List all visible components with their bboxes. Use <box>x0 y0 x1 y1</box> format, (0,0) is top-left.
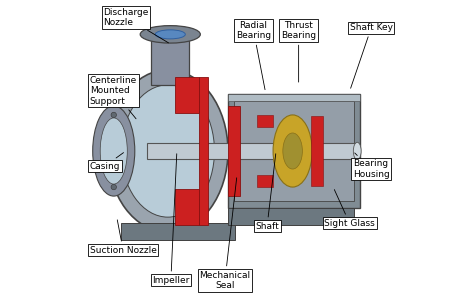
Ellipse shape <box>111 112 117 118</box>
Polygon shape <box>200 77 209 225</box>
Ellipse shape <box>100 118 128 184</box>
Text: Sight Glass: Sight Glass <box>324 190 375 228</box>
Text: Centerline
Mounted
Support: Centerline Mounted Support <box>90 76 137 119</box>
Ellipse shape <box>108 70 228 232</box>
Bar <box>310 117 323 185</box>
Bar <box>234 101 354 201</box>
Text: Bearing
Housing: Bearing Housing <box>353 153 390 179</box>
Text: Radial
Bearing: Radial Bearing <box>236 21 271 90</box>
Polygon shape <box>175 77 200 114</box>
Ellipse shape <box>111 184 117 190</box>
Text: Mechanical
Seal: Mechanical Seal <box>200 178 251 290</box>
Text: Casing: Casing <box>90 153 124 171</box>
Ellipse shape <box>353 142 361 160</box>
Bar <box>121 223 236 240</box>
Ellipse shape <box>121 85 214 217</box>
Ellipse shape <box>155 30 185 39</box>
Ellipse shape <box>273 115 312 187</box>
Text: Discharge
Nozzle: Discharge Nozzle <box>103 8 168 43</box>
Polygon shape <box>175 188 200 225</box>
Bar <box>228 94 360 101</box>
Ellipse shape <box>283 133 302 169</box>
Text: Suction Nozzle: Suction Nozzle <box>90 220 156 255</box>
Text: Impeller: Impeller <box>152 154 190 285</box>
Bar <box>256 175 273 187</box>
Bar <box>228 94 360 208</box>
Text: Shaft Key: Shaft Key <box>350 23 393 88</box>
Bar <box>147 143 357 159</box>
Bar <box>256 115 273 127</box>
Ellipse shape <box>140 26 201 43</box>
Bar <box>151 34 189 85</box>
Text: Shaft: Shaft <box>255 154 279 231</box>
Ellipse shape <box>93 106 135 196</box>
Bar <box>228 208 354 225</box>
Polygon shape <box>228 106 240 196</box>
Text: Thrust
Bearing: Thrust Bearing <box>281 21 316 82</box>
